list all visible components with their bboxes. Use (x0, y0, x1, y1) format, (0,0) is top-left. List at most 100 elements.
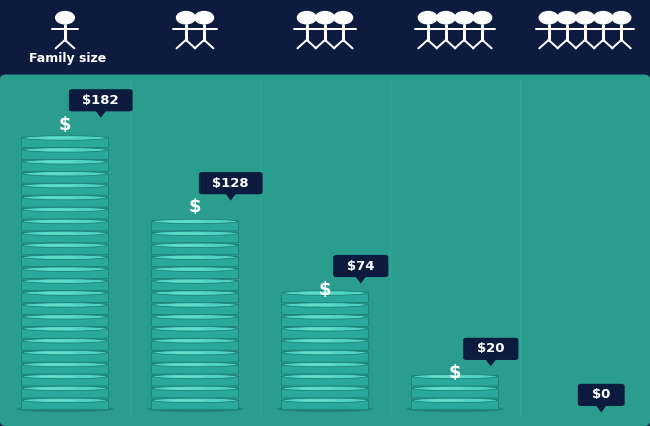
FancyBboxPatch shape (0, 75, 650, 426)
Ellipse shape (23, 136, 107, 140)
FancyBboxPatch shape (151, 304, 239, 314)
Ellipse shape (428, 376, 465, 377)
FancyBboxPatch shape (21, 209, 109, 219)
Circle shape (473, 12, 491, 24)
Ellipse shape (298, 364, 335, 366)
FancyBboxPatch shape (281, 400, 369, 410)
FancyBboxPatch shape (21, 161, 109, 171)
FancyBboxPatch shape (411, 376, 499, 386)
Ellipse shape (153, 255, 237, 259)
FancyBboxPatch shape (21, 292, 109, 302)
Ellipse shape (168, 340, 205, 342)
Polygon shape (484, 358, 497, 366)
Ellipse shape (413, 374, 497, 379)
Text: $: $ (448, 364, 461, 382)
Ellipse shape (168, 376, 205, 377)
Ellipse shape (298, 352, 335, 354)
FancyBboxPatch shape (463, 338, 519, 360)
Ellipse shape (283, 398, 367, 403)
FancyBboxPatch shape (151, 280, 239, 291)
Ellipse shape (38, 173, 75, 175)
Ellipse shape (23, 219, 107, 224)
FancyBboxPatch shape (578, 384, 625, 406)
Polygon shape (224, 192, 237, 201)
FancyBboxPatch shape (21, 245, 109, 255)
Circle shape (316, 12, 334, 24)
Ellipse shape (168, 268, 205, 270)
Ellipse shape (23, 386, 107, 391)
Ellipse shape (153, 267, 237, 271)
FancyBboxPatch shape (21, 268, 109, 279)
FancyBboxPatch shape (21, 197, 109, 207)
FancyBboxPatch shape (151, 328, 239, 338)
Ellipse shape (38, 268, 75, 270)
FancyBboxPatch shape (151, 352, 239, 362)
Text: $74: $74 (347, 259, 374, 273)
Ellipse shape (153, 398, 237, 403)
FancyBboxPatch shape (411, 388, 499, 398)
Ellipse shape (153, 279, 237, 283)
FancyBboxPatch shape (151, 245, 239, 255)
FancyBboxPatch shape (281, 328, 369, 338)
Ellipse shape (283, 303, 367, 307)
Text: $: $ (188, 199, 202, 216)
Text: $0: $0 (592, 389, 610, 401)
FancyBboxPatch shape (0, 0, 650, 79)
FancyBboxPatch shape (21, 256, 109, 267)
Ellipse shape (23, 148, 107, 152)
FancyBboxPatch shape (151, 316, 239, 326)
Ellipse shape (23, 231, 107, 236)
Ellipse shape (283, 386, 367, 391)
Ellipse shape (168, 256, 205, 258)
Ellipse shape (38, 233, 75, 234)
Ellipse shape (38, 137, 75, 139)
FancyBboxPatch shape (281, 304, 369, 314)
FancyBboxPatch shape (151, 400, 239, 410)
Ellipse shape (23, 315, 107, 319)
Ellipse shape (38, 316, 75, 318)
FancyBboxPatch shape (333, 255, 389, 277)
FancyBboxPatch shape (21, 233, 109, 243)
Ellipse shape (413, 398, 497, 403)
Ellipse shape (153, 315, 237, 319)
FancyBboxPatch shape (151, 292, 239, 302)
FancyBboxPatch shape (281, 388, 369, 398)
FancyBboxPatch shape (21, 364, 109, 374)
Circle shape (195, 12, 213, 24)
Ellipse shape (283, 327, 367, 331)
Ellipse shape (23, 351, 107, 355)
Ellipse shape (38, 149, 75, 151)
Ellipse shape (23, 398, 107, 403)
FancyBboxPatch shape (21, 149, 109, 159)
Ellipse shape (428, 400, 465, 401)
Ellipse shape (146, 406, 244, 412)
Ellipse shape (168, 280, 205, 282)
Ellipse shape (283, 351, 367, 355)
Ellipse shape (38, 245, 75, 246)
Ellipse shape (23, 172, 107, 176)
Ellipse shape (153, 219, 237, 224)
Ellipse shape (283, 291, 367, 295)
FancyBboxPatch shape (281, 364, 369, 374)
Ellipse shape (38, 304, 75, 306)
FancyBboxPatch shape (151, 388, 239, 398)
FancyBboxPatch shape (21, 137, 109, 147)
Ellipse shape (23, 291, 107, 295)
Ellipse shape (168, 328, 205, 330)
Text: $182: $182 (83, 94, 119, 107)
FancyBboxPatch shape (281, 352, 369, 362)
Circle shape (576, 12, 594, 24)
Ellipse shape (153, 386, 237, 391)
Ellipse shape (23, 160, 107, 164)
Ellipse shape (413, 386, 497, 391)
FancyBboxPatch shape (21, 185, 109, 195)
Text: $20: $20 (477, 343, 504, 355)
Ellipse shape (298, 340, 335, 342)
Text: Family size: Family size (29, 52, 107, 65)
Circle shape (298, 12, 316, 24)
FancyBboxPatch shape (411, 400, 499, 410)
Ellipse shape (283, 339, 367, 343)
FancyBboxPatch shape (21, 280, 109, 291)
Ellipse shape (23, 207, 107, 212)
FancyBboxPatch shape (151, 268, 239, 279)
